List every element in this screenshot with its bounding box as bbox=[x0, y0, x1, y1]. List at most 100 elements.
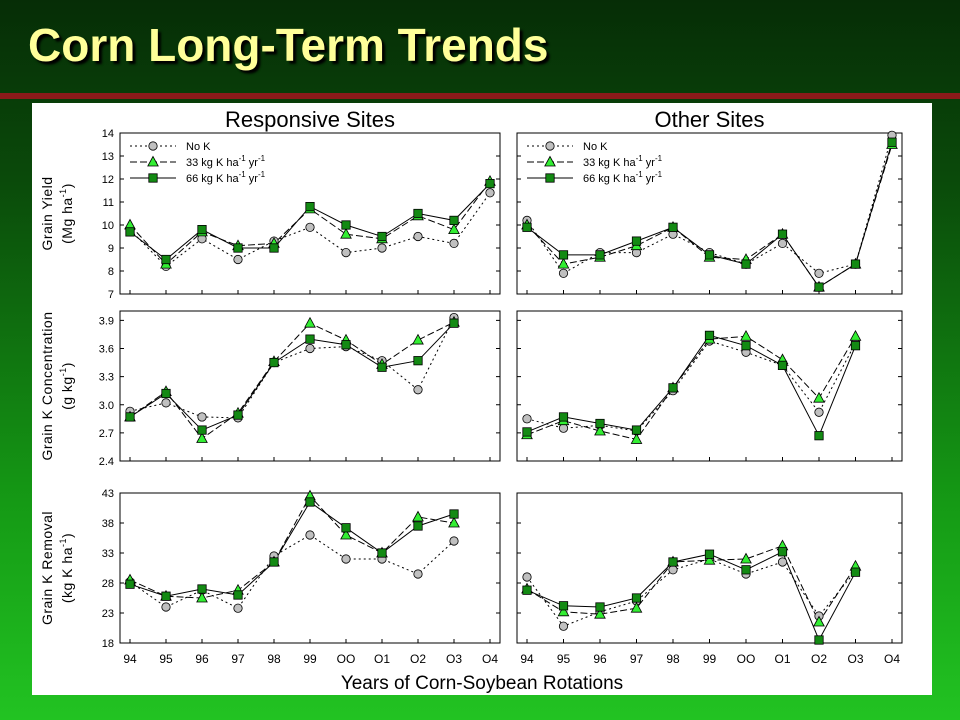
data-point-k66 bbox=[631, 593, 642, 603]
y-tick-label: 43 bbox=[102, 488, 114, 500]
x-tick-label: O4 bbox=[482, 652, 498, 666]
y-axis-label: Grain K Removal (kg K ha-1) bbox=[39, 511, 75, 625]
series-line-nok bbox=[526, 558, 856, 627]
data-point-k66 bbox=[449, 318, 459, 328]
y-tick-label: 10 bbox=[102, 220, 114, 232]
data-point-k66 bbox=[197, 425, 207, 435]
data-point-nok bbox=[233, 254, 243, 265]
data-point-nok bbox=[814, 268, 824, 278]
x-tick-label: 96 bbox=[593, 652, 607, 666]
x-tick-label: 99 bbox=[703, 652, 717, 666]
data-point-k33 bbox=[196, 591, 208, 603]
data-point-k66 bbox=[269, 357, 279, 368]
data-point-nok bbox=[413, 569, 423, 579]
data-point-nok bbox=[777, 557, 788, 567]
data-point-k66 bbox=[305, 202, 315, 212]
data-point-k66 bbox=[305, 334, 315, 344]
x-tick-label: 98 bbox=[666, 652, 680, 666]
data-point-nok bbox=[413, 231, 423, 242]
y-tick-label: 2.4 bbox=[99, 456, 114, 468]
data-point-k66 bbox=[413, 356, 423, 366]
data-point-k66 bbox=[161, 388, 171, 399]
data-point-k33 bbox=[412, 510, 424, 522]
data-point-k66 bbox=[377, 548, 387, 558]
data-point-nok bbox=[814, 407, 824, 417]
data-point-k33 bbox=[594, 607, 606, 619]
legend-label: No K bbox=[583, 141, 608, 153]
data-point-k33 bbox=[340, 528, 352, 540]
x-tick-label: 99 bbox=[303, 652, 317, 666]
data-point-k66 bbox=[777, 360, 788, 370]
data-point-k66 bbox=[485, 179, 495, 189]
data-point-k66 bbox=[341, 523, 351, 533]
y-tick-label: 11 bbox=[103, 197, 114, 209]
data-point-k66 bbox=[449, 509, 459, 519]
plot-frame bbox=[516, 492, 903, 644]
data-point-k33 bbox=[340, 227, 352, 239]
data-point-k66 bbox=[305, 497, 315, 507]
data-point-k66 bbox=[269, 557, 279, 567]
data-point-k33 bbox=[813, 391, 825, 403]
series-line-k66 bbox=[129, 501, 455, 597]
legend-marker bbox=[147, 155, 159, 167]
data-point-k66 bbox=[522, 427, 532, 437]
x-tick-label: 96 bbox=[195, 652, 209, 666]
data-point-nok bbox=[558, 423, 569, 433]
data-point-k66 bbox=[233, 243, 243, 253]
legend-marker bbox=[545, 141, 555, 151]
data-point-k66 bbox=[704, 330, 715, 340]
data-point-k66 bbox=[850, 341, 861, 351]
data-point-nok bbox=[413, 385, 423, 395]
data-point-k66 bbox=[233, 590, 243, 600]
data-point-nok bbox=[161, 398, 171, 408]
x-axis-label: Years of Corn-Soybean Rotations bbox=[341, 673, 623, 694]
data-point-k33 bbox=[196, 432, 208, 443]
plot-frame bbox=[119, 492, 501, 644]
data-point-k66 bbox=[668, 383, 678, 393]
data-point-k66 bbox=[269, 243, 279, 253]
x-tick-label: O1 bbox=[774, 652, 790, 666]
x-tick-label: O3 bbox=[847, 652, 863, 666]
title-divider bbox=[0, 93, 960, 99]
y-tick-label: 3.9 bbox=[99, 315, 114, 327]
y-tick-label: 3.6 bbox=[99, 344, 114, 356]
data-point-k66 bbox=[125, 579, 135, 589]
data-point-k66 bbox=[125, 412, 135, 422]
y-tick-label: 3.3 bbox=[99, 372, 114, 384]
slide-title: Corn Long-Term Trends bbox=[28, 19, 549, 71]
data-point-k66 bbox=[558, 412, 569, 422]
data-point-k33 bbox=[740, 552, 752, 564]
data-point-k66 bbox=[741, 341, 751, 351]
series-line-k66 bbox=[129, 322, 455, 431]
data-point-k33 bbox=[594, 424, 606, 436]
plot-frame bbox=[119, 132, 501, 295]
data-point-k66 bbox=[449, 215, 459, 225]
legend-marker bbox=[545, 173, 555, 183]
data-point-nok bbox=[305, 343, 315, 354]
series-line-k33 bbox=[526, 335, 856, 441]
x-tick-label: O2 bbox=[410, 652, 426, 666]
y-tick-label: 8 bbox=[108, 266, 114, 278]
data-point-k66 bbox=[668, 222, 678, 232]
column-title: Other Sites bbox=[654, 107, 764, 132]
data-point-k33 bbox=[740, 329, 752, 341]
y-tick-label: 38 bbox=[102, 518, 114, 530]
series-line-k33 bbox=[129, 495, 455, 599]
x-tick-label: O3 bbox=[446, 652, 462, 666]
x-tick-label: 98 bbox=[267, 652, 281, 666]
y-tick-label: 18 bbox=[102, 638, 114, 650]
data-point-k66 bbox=[341, 220, 351, 230]
data-point-k66 bbox=[558, 601, 569, 611]
chart-figure: Responsive Sites Other Sites Grain Yield (M… bbox=[39, 107, 903, 694]
data-point-nok bbox=[485, 188, 495, 198]
series-line-nok bbox=[526, 340, 856, 432]
x-tick-label: 97 bbox=[630, 652, 644, 666]
data-point-nok bbox=[522, 572, 532, 582]
data-point-k66 bbox=[850, 567, 861, 577]
column-title: Responsive Sites bbox=[225, 107, 395, 132]
data-point-nok bbox=[161, 602, 171, 612]
x-tick-label: 97 bbox=[231, 652, 245, 666]
data-point-k66 bbox=[197, 584, 207, 594]
data-point-k66 bbox=[887, 137, 897, 147]
data-point-nok bbox=[558, 621, 569, 631]
